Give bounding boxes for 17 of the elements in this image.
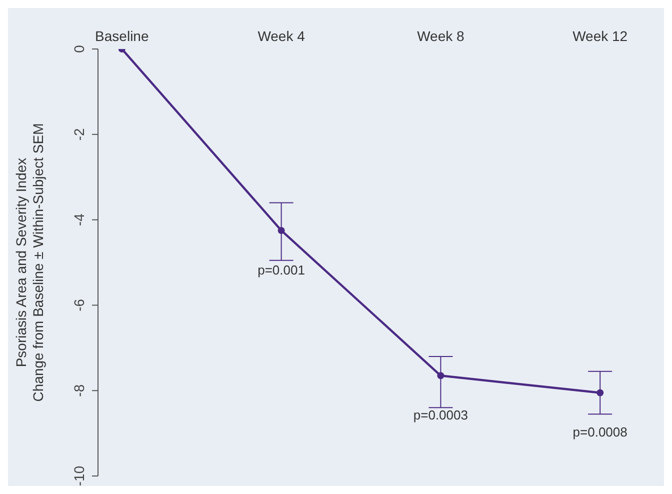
y-tick-label: -2 [71, 128, 87, 141]
y-tick-label: -4 [71, 213, 87, 226]
annotation: p=0.0008 [572, 424, 628, 440]
point [596, 389, 604, 396]
y-tick-label: -8 [71, 384, 87, 397]
y-tick-label: 0 [71, 44, 87, 53]
x-tick-label: Week 8 [417, 28, 465, 44]
annotation: p=0.0003 [413, 408, 468, 423]
x-tick-label: Week 4 [258, 28, 306, 44]
y-axis-title: Psoriasis Area and Severity Index Change from Baseline ± Within-Subject SEM [13, 123, 46, 402]
point [437, 372, 444, 380]
y-tick-label: -10 [71, 466, 87, 486]
point [278, 226, 285, 234]
annotation: p=0.001 [258, 262, 305, 278]
y-tick-label: -6 [71, 298, 87, 312]
x-tick-label: Week 12 [572, 28, 628, 44]
x-tick-label: Baseline [95, 28, 149, 44]
